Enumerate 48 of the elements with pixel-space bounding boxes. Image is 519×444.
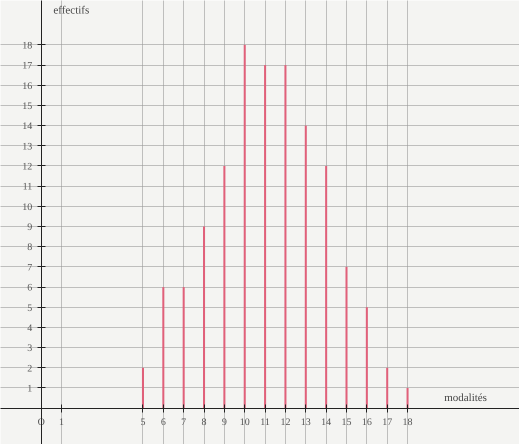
y-tick-label: 12 [22, 161, 32, 172]
y-tick-label: 13 [22, 141, 32, 152]
y-tick-label: 11 [22, 182, 32, 193]
x-tick-label: 6 [160, 417, 166, 428]
x-tick-label: 7 [181, 417, 186, 428]
y-tick-label: 10 [22, 202, 32, 213]
y-tick-label: 1 [27, 383, 32, 394]
bar [304, 126, 307, 408]
y-tick-label: 3 [27, 343, 32, 354]
x-tick-label: 17 [382, 417, 392, 428]
bar [142, 368, 144, 408]
bar [223, 166, 226, 408]
y-tick-label: 5 [27, 302, 32, 314]
x-tick-label: 13 [300, 417, 311, 428]
y-tick-label: 18 [22, 40, 32, 52]
y-tick-label: 2 [27, 363, 32, 374]
y-tick-label: 8 [27, 242, 32, 254]
y-axis-title: effectifs [53, 4, 90, 17]
bar [366, 307, 368, 408]
bar [325, 166, 328, 408]
y-tick-label: 14 [22, 121, 32, 132]
bar [386, 368, 388, 408]
y-tick-label: 4 [27, 322, 32, 334]
x-tick-label: 15 [342, 417, 352, 428]
y-tick-label: 9 [27, 222, 32, 234]
x-tick-label: 1 [59, 417, 64, 428]
x-tick-label: 11 [260, 417, 270, 428]
bar [203, 226, 206, 408]
x-tick-label: 8 [202, 417, 207, 428]
x-axis-title: modalités [444, 392, 487, 404]
bar [345, 266, 348, 408]
y-tick-label: 15 [22, 100, 32, 112]
y-tick-label: 6 [27, 282, 32, 294]
x-tick-label: 14 [321, 417, 332, 428]
bar [264, 65, 266, 408]
y-tick-label: 16 [22, 80, 32, 92]
bar [284, 65, 286, 408]
x-tick-label: 10 [240, 417, 250, 428]
bar [162, 287, 164, 408]
bar [244, 44, 246, 408]
x-tick-label: 5 [140, 417, 146, 428]
y-tick-label: 17 [22, 60, 32, 72]
x-tick-label: 16 [362, 417, 372, 428]
y-tick-label: 7 [27, 262, 32, 274]
x-tick-label: 18 [402, 417, 413, 428]
x-tick-label: 9 [222, 417, 227, 428]
bar [182, 287, 185, 408]
x-tick-label: 12 [280, 417, 290, 428]
